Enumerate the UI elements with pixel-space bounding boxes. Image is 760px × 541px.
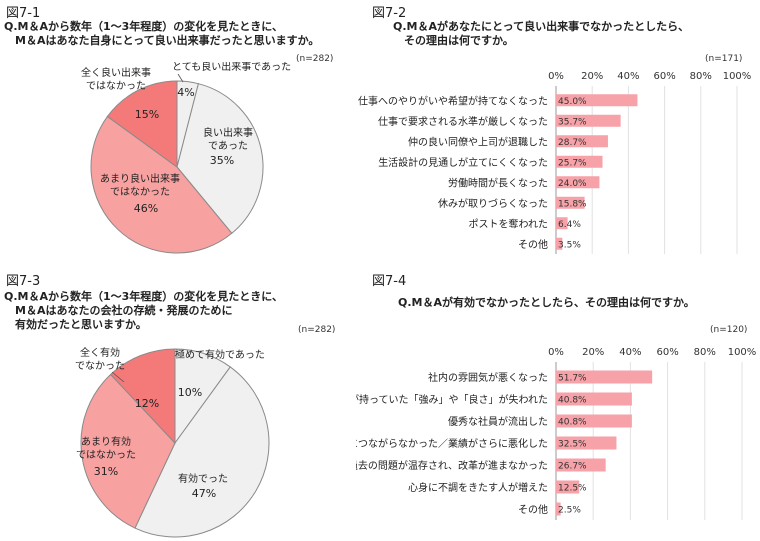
figure-label-7-4: 図7-4	[372, 274, 407, 289]
pie-slice-value-3: 46%	[134, 202, 158, 215]
question-7-2: Q.M＆Aがあなたにとって良い出来事でなかったとしたら、 その理由は何ですか。	[393, 20, 690, 47]
pie-slice-value-1: 10%	[178, 386, 202, 399]
pie-slice-label-3: あまり有効ではなかった	[76, 435, 136, 461]
x-tick-label-0: 0%	[548, 71, 564, 82]
question-7-3: Q.M＆Aから数年（1～3年程度）の変化を見たときに、 M＆Aはあなたの会社の存…	[4, 290, 283, 331]
pie-slice-label-2: 有効でった	[178, 472, 228, 485]
category-label-5: 過去の問題が温存され、改革が進まなかった	[356, 459, 548, 472]
bar-6	[556, 196, 585, 209]
bar-value-label-4: 32.5%	[558, 440, 587, 450]
x-tick-label-1: 20%	[581, 71, 603, 82]
bar-value-label-2: 35.7%	[558, 117, 587, 127]
x-tick-label-3: 60%	[653, 71, 675, 82]
pie-slice-value-2: 47%	[192, 487, 216, 500]
bar-value-label-5: 24.0%	[558, 179, 587, 189]
bar-3	[556, 414, 632, 428]
bar-value-label-2: 40.8%	[558, 396, 587, 406]
pie-slice-value-1: 4%	[177, 86, 194, 99]
pie-slice-value-2: 35%	[210, 154, 234, 167]
sample-size-7-2: (n=171)	[705, 54, 743, 64]
category-label-7: ポストを奪われた	[469, 217, 549, 230]
pie-slice-value-4: 15%	[135, 108, 159, 121]
bar-value-label-6: 15.8%	[558, 199, 587, 209]
bar-2	[556, 114, 621, 127]
leader-line-1	[177, 73, 184, 83]
pie-slice-label-4: 全く有効でなかった	[75, 346, 125, 372]
bar-4	[556, 155, 603, 168]
bar-chart-7-4: 0% 20% 40% 60% 80% 100% 社内の雰囲気が悪くなった 51.7% それまで会…	[356, 347, 756, 520]
pie-slice-label-4: 全く良い出来事ではなかった	[81, 66, 151, 92]
pie-slice-value-4: 12%	[135, 397, 159, 410]
category-label-6: 心身に不調をきたす人が増えた	[408, 481, 548, 494]
sample-size-7-4: (n=120)	[710, 325, 748, 335]
leader-line-4	[111, 371, 125, 383]
bar-2	[556, 392, 632, 406]
pie-slice-label-1: 極めて有効であった	[175, 348, 265, 361]
figure-label-7-3: 図7-3	[6, 274, 41, 289]
pie-slice-3	[80, 373, 176, 529]
category-label-3: 優秀な社員が流出した	[448, 415, 548, 428]
bar-chart-7-2: 0% 20% 40% 60% 80% 100% 仕事へのやりがいや希望が持てなくなった 45.…	[358, 71, 752, 254]
category-label-2: 仕事で要求される水準が厳しくなった	[378, 115, 548, 128]
bar-value-label-5: 26.7%	[558, 462, 587, 472]
pie-slice-4	[109, 348, 176, 445]
pie-chart-7-3: 極めて有効であった 10% 有効でった 47% あまり有効ではなかった 31% 全く有効でな…	[75, 346, 270, 538]
category-label-4: 業績の改善につながらなかった／業績がさらに悪化した	[356, 437, 548, 450]
pie-slice-4	[106, 80, 178, 168]
category-label-4: 生活設計の見通しが立てにくくなった	[378, 156, 548, 169]
pie-slice-label-2: 良い出来事であった	[203, 126, 253, 152]
bar-value-label-7: 6.4%	[558, 220, 581, 230]
bar-7	[556, 502, 561, 516]
figure-label-7-2: 図7-2	[372, 6, 407, 21]
question-7-4: Q.M＆Aが有効でなかったとしたら、その理由は何ですか。	[398, 296, 695, 309]
pie-slice-3	[90, 115, 233, 254]
sample-size-7-3: (n=282)	[298, 325, 336, 335]
x-tick-label-4: 80%	[690, 71, 712, 82]
bar-4	[556, 436, 617, 450]
bar-value-label-3: 40.8%	[558, 418, 587, 428]
category-label-5: 労働時間が長くなった	[448, 176, 548, 189]
category-label-8: その他	[518, 238, 548, 251]
x-tick-label-2: 40%	[617, 71, 639, 82]
bar-5	[556, 458, 606, 472]
bar-value-label-7: 2.5%	[558, 506, 581, 516]
x-tick-label-4: 80%	[694, 347, 716, 358]
category-label-3: 仲の良い同僚や上司が退職した	[408, 135, 548, 148]
pie-slice-2	[176, 83, 264, 234]
pie-slice-label-3: あまり良い出来事ではなかった	[100, 172, 180, 198]
category-label-1: 仕事へのやりがいや希望が持てなくなった	[358, 94, 548, 107]
sample-size-7-1: (n=282)	[296, 54, 334, 64]
category-label-1: 社内の雰囲気が悪くなった	[428, 371, 548, 384]
x-tick-label-3: 60%	[656, 347, 678, 358]
bar-6	[556, 480, 580, 494]
pie-slice-label-1: とても良い出来事であった	[172, 62, 291, 73]
bar-5	[556, 176, 600, 189]
x-tick-label-5: 100%	[723, 71, 752, 82]
bar-value-label-3: 28.7%	[558, 138, 587, 148]
x-tick-label-0: 0%	[548, 347, 564, 358]
bar-value-label-1: 45.0%	[558, 97, 587, 107]
bar-1	[556, 94, 638, 107]
x-tick-label-2: 40%	[619, 347, 641, 358]
bar-value-label-4: 25.7%	[558, 158, 587, 168]
bar-3	[556, 135, 608, 148]
category-label-7: その他	[518, 503, 548, 516]
pie-slice-value-3: 31%	[94, 465, 118, 478]
category-label-6: 休みが取りづらくなった	[438, 197, 548, 210]
figure-label-7-1: 図7-1	[6, 6, 41, 21]
bar-value-label-6: 12.5%	[558, 484, 587, 494]
bar-8	[556, 237, 563, 250]
bar-7	[556, 217, 568, 230]
x-tick-label-5: 100%	[728, 347, 756, 358]
bar-value-label-1: 51.7%	[558, 374, 587, 384]
pie-chart-7-1: とても良い出来事であった 4% 良い出来事であった 35% あまり良い出来事ではなかった…	[81, 62, 291, 254]
x-tick-label-1: 20%	[582, 347, 604, 358]
category-label-2: それまで会社が持っていた「強み」や「良さ」が失われた	[356, 393, 548, 406]
question-7-1: Q.M＆Aから数年（1～3年程度）の変化を見たときに、 M＆Aはあなた自身にとっ…	[4, 20, 320, 47]
bar-1	[556, 370, 653, 384]
pie-slice-2	[134, 366, 270, 538]
bar-value-label-8: 3.5%	[558, 240, 581, 250]
